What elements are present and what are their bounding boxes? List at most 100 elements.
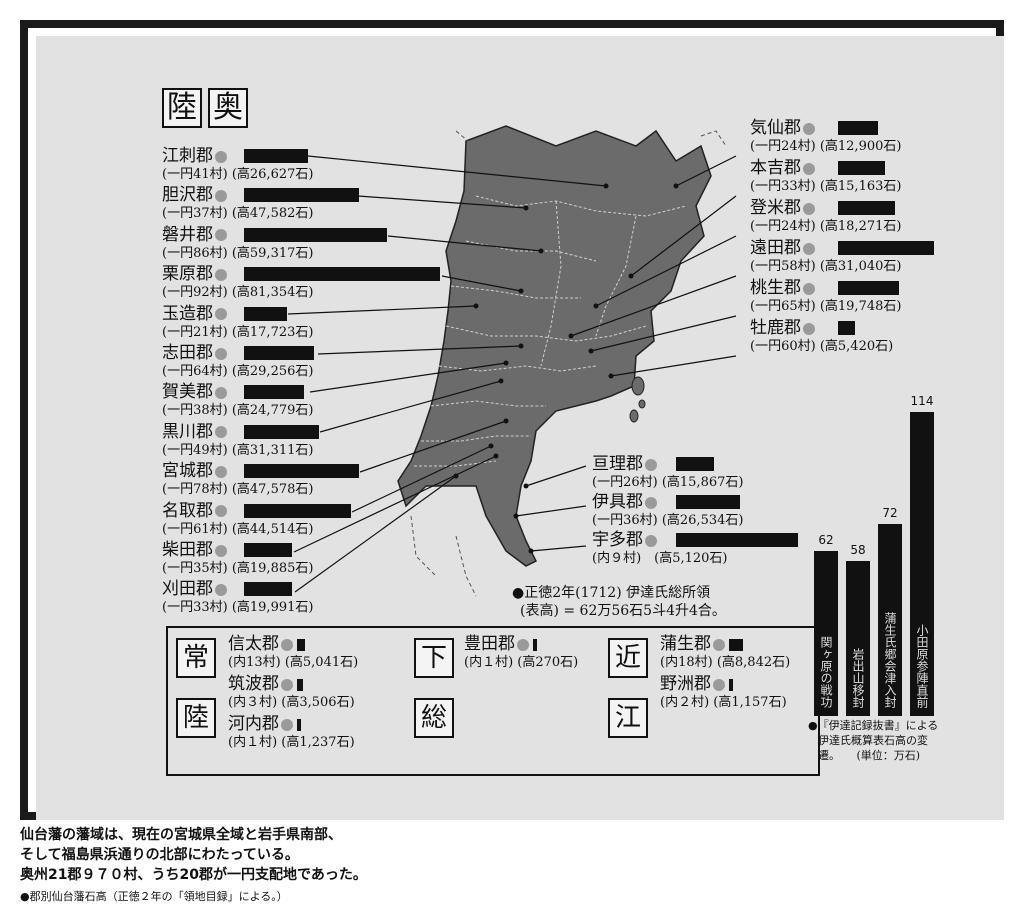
district-entry: 伊具郡 (一円36村) (高26,534石)	[592, 492, 743, 530]
district-detail: (一円24村) (高12,900石)	[750, 139, 902, 154]
district-name-text: 野洲郡	[660, 674, 711, 694]
district-name-text: 信太郡	[228, 634, 279, 654]
circle-icon	[713, 638, 725, 651]
district-detail: (内３村) (高3,506石)	[228, 695, 355, 710]
chart-value-label: 72	[882, 506, 898, 520]
omi-char-1: 近	[608, 638, 648, 678]
district-entry: 栗原郡 (一円92村) (高81,354石)	[162, 264, 313, 302]
district-name: 賀美郡	[162, 382, 313, 402]
circle-icon	[215, 583, 227, 596]
district-name: 名取郡	[162, 501, 313, 521]
kokudaka-bar	[244, 503, 351, 518]
district-detail: (内９村) (高5,120石)	[592, 551, 728, 566]
kokudaka-bar	[244, 188, 359, 203]
district-name: 刈田郡	[162, 579, 313, 599]
district-entry: 筑波郡 (内３村) (高3,506石)	[228, 674, 355, 712]
district-name: 磐井郡	[162, 225, 313, 245]
chart-bar-label: 小田原参陣直前	[915, 624, 929, 708]
circle-icon	[215, 150, 227, 163]
district-entry: 信太郡 (内13村) (高5,041石)	[228, 634, 358, 672]
district-name: 玉造郡	[162, 304, 313, 324]
district-name-text: 志田郡	[162, 343, 213, 363]
district-name-text: 宇多郡	[592, 530, 643, 550]
kokudaka-bar	[838, 321, 855, 335]
district-detail: (一円24村) (高18,271石)	[750, 219, 902, 234]
chart-note-line-2: 伊達氏概算表石高の変	[818, 734, 928, 747]
district-markers	[453, 183, 679, 554]
district-entry: 胆沢郡 (一円37村) (高47,582石)	[162, 185, 313, 223]
district-name-text: 筑波郡	[228, 674, 279, 694]
district-entry: 磐井郡 (一円86村) (高59,317石)	[162, 225, 313, 263]
kokudaka-bar	[244, 267, 440, 282]
map-note-line-1: ●正徳2年(1712) 伊達氏総所領	[512, 585, 711, 601]
circle-icon	[281, 678, 293, 691]
district-detail: (一円21村) (高17,723石)	[162, 324, 314, 340]
map-note: ●正徳2年(1712) 伊達氏総所領 (表高) = 62万56石5斗4升4合。	[512, 584, 726, 620]
chart-bar-label: 蒲生氏郷会津入封	[883, 612, 897, 708]
district-name: 河内郡	[228, 714, 355, 734]
other-provinces-box: 常 陸 信太郡 (内13村) (高5,041石) 筑波郡 (内３村) (高3,506石…	[166, 626, 820, 776]
map-note-line-2: (表高) = 62万56石5斗4升4合。	[520, 603, 726, 619]
domain-territory	[397, 125, 712, 567]
map-panel: 陸 奥 江刺郡 (一円41村) (高26,627石) 胆沢郡 (一円37村) (高47…	[36, 36, 1004, 820]
district-detail: (一円36村) (高26,534石)	[592, 513, 744, 528]
chart-bar: 蒲生氏郷会津入封	[878, 524, 902, 716]
district-detail: (一円38村) (高24,779石)	[162, 403, 314, 419]
chart-bar: 岩出山移封	[846, 561, 870, 716]
district-detail: (一円60村) (高5,420石)	[750, 339, 894, 354]
district-name: 牡鹿郡	[750, 318, 893, 338]
chart-bar-label: 関ヶ原の戦功	[819, 635, 833, 708]
district-entry: 豊田郡 (内１村) (高270石)	[464, 634, 578, 672]
title-char-2: 奥	[208, 88, 248, 128]
kokudaka-bar	[297, 678, 303, 691]
chart-value-label: 62	[818, 532, 834, 547]
district-detail: (一円92村) (高81,354石)	[162, 285, 314, 301]
circle-icon	[215, 505, 227, 518]
district-detail: (一円33村) (高15,163石)	[750, 179, 902, 194]
district-name-text: 亘理郡	[592, 454, 643, 474]
district-detail: (一円58村) (高31,040石)	[750, 259, 902, 274]
district-entry: 志田郡 (一円64村) (高29,256石)	[162, 343, 313, 381]
district-detail: (内18村) (高8,842石)	[660, 655, 791, 670]
circle-icon	[517, 638, 529, 651]
circle-icon	[645, 534, 657, 547]
district-name-text: 胆沢郡	[162, 185, 213, 206]
district-detail: (一円64村) (高29,256石)	[162, 364, 314, 379]
district-name: 宇多郡	[592, 530, 728, 550]
map-frame: 陸 奥 江刺郡 (一円41村) (高26,627石) 胆沢郡 (一円37村) (高47…	[20, 20, 1004, 820]
outer-boundary	[410, 130, 727, 597]
circle-icon	[215, 544, 227, 557]
district-name-text: 賀美郡	[162, 382, 213, 403]
kokudaka-bar	[676, 533, 798, 547]
kokudaka-bar	[838, 121, 878, 135]
district-name-text: 柴田郡	[162, 540, 213, 560]
kokudaka-bar	[838, 201, 895, 215]
district-name-text: 玉造郡	[162, 303, 213, 324]
district-detail: (内２村) (高1,157石)	[660, 695, 787, 710]
district-detail: (一円33村) (高19,991石)	[162, 600, 314, 616]
district-name-text: 江刺郡	[162, 146, 213, 166]
circle-icon	[215, 189, 227, 202]
district-entry: 亘理郡 (一円26村) (高15,867石)	[592, 454, 743, 492]
district-entry: 気仙郡 (一円24村) (高12,900石)	[750, 118, 901, 156]
district-name: 気仙郡	[750, 118, 901, 138]
chart-note-line-1: ●『伊達記録抜書』による	[808, 719, 939, 732]
district-name: 信太郡	[228, 634, 358, 654]
kokudaka-bar	[838, 161, 885, 175]
chart-bar-label: 岩出山移封	[851, 647, 865, 708]
district-entry: 桃生郡 (一円65村) (高19,748石)	[750, 278, 901, 316]
district-entry: 本吉郡 (一円33村) (高15,163石)	[750, 158, 901, 196]
kokudaka-bar	[244, 543, 292, 557]
district-entry: 登米郡 (一円24村) (高18,271石)	[750, 198, 901, 236]
district-name: 亘理郡	[592, 454, 743, 474]
sendai-domain-map	[287, 125, 737, 597]
chart-bar: 関ヶ原の戦功	[814, 550, 838, 716]
district-name: 江刺郡	[162, 146, 313, 166]
hitachi-char-1: 常	[176, 638, 216, 678]
circle-icon	[645, 496, 657, 509]
district-name-text: 黒川郡	[162, 421, 213, 442]
district-entry: 刈田郡 (一円33村) (高19,991石)	[162, 579, 313, 617]
hitachi-char-2: 陸	[176, 698, 216, 738]
circle-icon	[803, 202, 815, 215]
district-entry: 名取郡 (一円61村) (高44,514石)	[162, 501, 313, 539]
